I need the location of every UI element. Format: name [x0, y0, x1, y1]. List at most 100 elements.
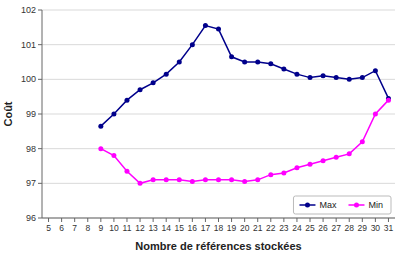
x-tick: [61, 218, 62, 222]
y-axis-line: [42, 10, 43, 218]
x-tick: [323, 218, 324, 222]
x-tick: [166, 218, 167, 222]
y-axis-label: Coût: [2, 101, 14, 126]
series-point: [308, 75, 313, 80]
series-point: [386, 98, 391, 103]
x-tick: [179, 218, 180, 222]
x-tick: [257, 218, 258, 222]
x-tick-label: 19: [227, 223, 237, 233]
x-tick-label: 17: [201, 223, 211, 233]
legend-marker: [305, 203, 310, 208]
y-tick: [38, 114, 42, 115]
series-point: [177, 177, 182, 182]
grid: [42, 10, 395, 218]
grid-line: [42, 148, 395, 149]
x-tick: [362, 218, 363, 222]
y-tick-label: 99: [26, 109, 36, 119]
x-tick: [244, 218, 245, 222]
x-axis-label: Nombre de références stockées: [135, 240, 301, 252]
series-point: [294, 72, 299, 77]
series-point: [164, 177, 169, 182]
x-tick: [218, 218, 219, 222]
grid-line: [42, 218, 395, 219]
series-point: [229, 177, 234, 182]
x-tick: [310, 218, 311, 222]
legend-box: [293, 196, 391, 214]
series-point: [216, 27, 221, 32]
series-point: [255, 60, 260, 65]
x-tick: [87, 218, 88, 222]
x-tick-label: 15: [175, 223, 185, 233]
series-point: [203, 23, 208, 28]
series-point: [111, 112, 116, 117]
x-tick: [375, 218, 376, 222]
legend-label: Max: [319, 200, 337, 210]
x-tick-label: 21: [253, 223, 263, 233]
x-tick-label: 31: [384, 223, 394, 233]
x-tick: [336, 218, 337, 222]
x-tick: [140, 218, 141, 222]
x-tick: [100, 218, 101, 222]
x-tick-label: 8: [85, 223, 90, 233]
x-tick-label: 29: [358, 223, 368, 233]
x-tick-label: 6: [59, 223, 64, 233]
x-axis-line: [42, 218, 395, 219]
x-tick: [74, 218, 75, 222]
series-point: [177, 60, 182, 65]
x-tick: [349, 218, 350, 222]
series-point: [242, 179, 247, 184]
series-point: [347, 151, 352, 156]
x-tick: [270, 218, 271, 222]
series-point: [321, 73, 326, 78]
series-point: [151, 80, 156, 85]
series-point: [164, 72, 169, 77]
x-tick-label: 24: [292, 223, 302, 233]
series-point: [281, 66, 286, 71]
x-tick-label: 30: [371, 223, 381, 233]
x-tick-label: 22: [266, 223, 276, 233]
series-point: [255, 177, 260, 182]
x-tick: [388, 218, 389, 222]
x-tick-label: 25: [305, 223, 315, 233]
series-point: [373, 68, 378, 73]
grid-line: [42, 10, 395, 11]
x-tick: [231, 218, 232, 222]
y-tick: [38, 44, 42, 45]
x-tick: [296, 218, 297, 222]
plot-area: [98, 23, 391, 186]
series-point: [268, 61, 273, 66]
x-tick-label: 11: [123, 223, 132, 233]
series-point: [242, 60, 247, 65]
x-tick: [153, 218, 154, 222]
y-tick: [38, 148, 42, 149]
series-point: [216, 177, 221, 182]
legend-marker: [354, 203, 359, 208]
series-point: [281, 170, 286, 175]
x-tick: [126, 218, 127, 222]
axes: 9697989910010110256789101112131415161718…: [21, 5, 395, 233]
x-tick: [205, 218, 206, 222]
grid-line: [42, 44, 395, 45]
series-point: [190, 179, 195, 184]
y-tick: [38, 218, 42, 219]
y-tick-label: 101: [21, 40, 36, 50]
series-point: [98, 146, 103, 151]
x-tick: [113, 218, 114, 222]
x-tick: [283, 218, 284, 222]
legend: MaxMin: [293, 196, 391, 214]
series-line: [101, 100, 389, 183]
y-tick-label: 96: [26, 213, 36, 223]
series-point: [111, 153, 116, 158]
y-tick-label: 102: [21, 5, 36, 15]
series-line: [101, 26, 389, 127]
y-tick-label: 100: [21, 74, 36, 84]
series-point: [360, 139, 365, 144]
x-tick-label: 7: [72, 223, 77, 233]
x-tick: [48, 218, 49, 222]
series-point: [334, 75, 339, 80]
x-tick-label: 14: [161, 223, 171, 233]
y-tick: [38, 10, 42, 11]
series-point: [124, 169, 129, 174]
x-tick-label: 20: [240, 223, 250, 233]
grid-line: [42, 183, 395, 184]
